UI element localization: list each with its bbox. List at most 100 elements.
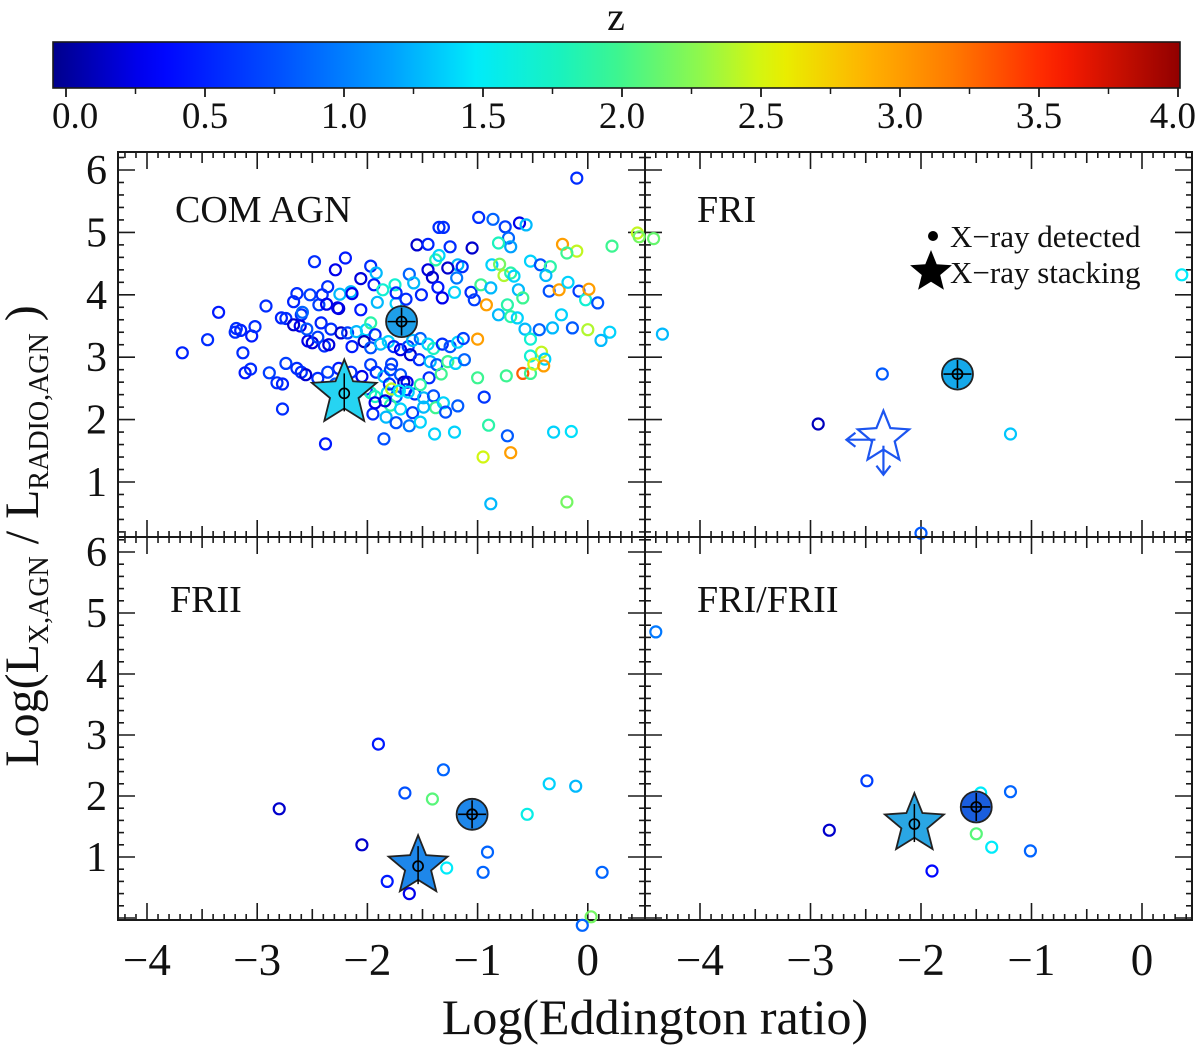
data-point [594, 333, 608, 347]
x-tick-label: −2 [897, 935, 945, 985]
y-tick-label: 4 [86, 273, 107, 319]
data-point [275, 377, 290, 391]
data-point [402, 886, 416, 901]
data-point [370, 295, 384, 309]
x-tick-label: −2 [343, 935, 391, 985]
data-point [234, 323, 248, 337]
data-point [374, 337, 388, 351]
data-point [334, 326, 348, 340]
data-point [425, 270, 439, 284]
panel-fri: FRI [632, 151, 1193, 540]
data-point [545, 321, 560, 335]
y-tick-label: 5 [86, 210, 107, 256]
data-point [393, 402, 408, 416]
data-point [499, 369, 513, 383]
data-point [822, 823, 836, 837]
data-point [546, 425, 561, 439]
data-point [484, 281, 498, 295]
data-point [512, 216, 527, 230]
data-point [538, 352, 552, 366]
data-point [516, 291, 530, 305]
error-bar-center-icon [395, 315, 408, 328]
data-point [969, 827, 983, 841]
detected-circle-marker [959, 790, 993, 824]
legend-star-icon [910, 250, 952, 290]
y-tick-label: 2 [86, 774, 107, 820]
data-point [465, 241, 479, 255]
data-point [1003, 785, 1018, 799]
data-point [279, 311, 293, 326]
data-point [287, 295, 301, 309]
data-point [399, 292, 413, 306]
data-point [605, 239, 619, 253]
data-point [314, 316, 328, 330]
panel-frii: FRII [117, 536, 646, 932]
data-point [333, 287, 347, 301]
x-tick-label: −1 [454, 935, 502, 985]
data-point [447, 425, 462, 439]
data-point [274, 311, 288, 325]
panel-label-fri: FRI [697, 189, 756, 231]
data-point [441, 261, 455, 275]
data-point [393, 343, 408, 357]
left-arrowhead-icon [844, 431, 857, 448]
data-point [275, 402, 290, 416]
stacking-star-marker [882, 790, 947, 852]
data-point [364, 316, 378, 330]
colorbar-title: z [607, 0, 625, 39]
data-point [498, 220, 512, 234]
data-point [484, 497, 498, 511]
data-point [383, 363, 398, 377]
data-point [518, 322, 532, 336]
y-tick-label: 6 [86, 530, 107, 576]
data-point [542, 777, 556, 791]
data-point [436, 220, 450, 234]
legend-dot-icon [928, 231, 938, 241]
data-point [464, 285, 478, 299]
panel-label-fri_frii: FRI/FRII [697, 579, 838, 621]
data-point [293, 319, 307, 333]
data-point [569, 779, 583, 793]
data-point [534, 345, 549, 359]
data-point [236, 346, 250, 360]
data-point [354, 303, 368, 317]
data-point [212, 305, 226, 319]
stacking-star-marker [386, 832, 450, 894]
y-tick-label: 4 [86, 652, 107, 698]
y-axis-title: Log(LX,AGN / LRADIO,AGN ) [0, 305, 55, 766]
stacking-star-marker [844, 407, 912, 477]
data-point [476, 865, 490, 879]
y-tick-label: 3 [86, 713, 107, 759]
error-bar-center-icon [466, 808, 478, 821]
data-point [451, 399, 465, 413]
data-point [595, 865, 609, 879]
x-tick-label: −3 [787, 935, 835, 985]
data-point [432, 220, 446, 234]
data-point [471, 371, 485, 385]
data-point [510, 311, 524, 325]
data-point [432, 248, 446, 263]
data-point [406, 333, 420, 347]
y-tick-label: 5 [86, 591, 107, 637]
data-point [290, 361, 304, 375]
data-point [482, 418, 496, 432]
data-point [421, 237, 435, 251]
data-point [378, 394, 392, 408]
data-point [564, 424, 578, 439]
data-point [500, 298, 514, 312]
data-point [649, 625, 663, 639]
data-point [355, 838, 369, 852]
detected-circle-marker [385, 305, 418, 339]
colorbar-tick-label: 0.5 [182, 96, 228, 137]
data-point [422, 371, 436, 385]
data-point [504, 240, 518, 254]
data-point [410, 238, 424, 252]
panel-label-com_agn: COM AGN [175, 189, 351, 231]
data-point [371, 737, 385, 751]
data-point [364, 358, 378, 372]
data-point [450, 271, 464, 285]
data-point [591, 296, 605, 310]
data-point [537, 359, 551, 373]
